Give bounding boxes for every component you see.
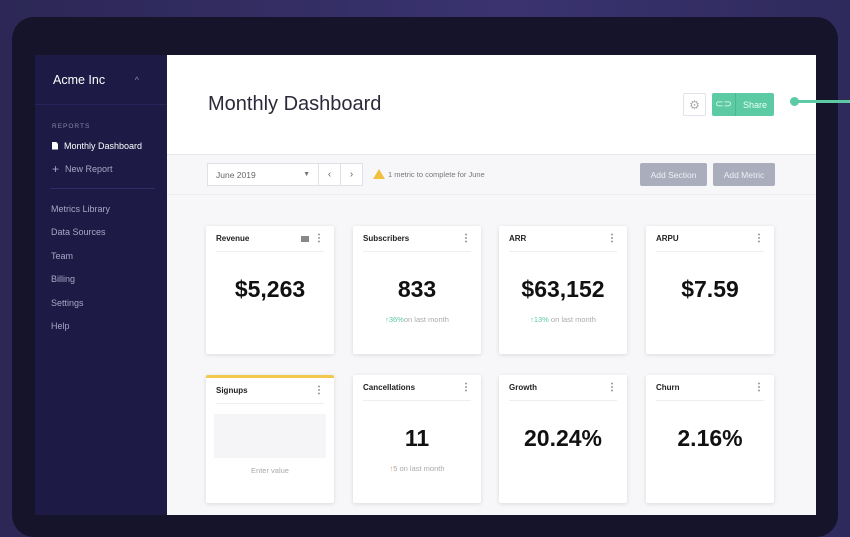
more-vertical-icon[interactable]: ⋮ [314, 385, 324, 396]
document-icon [52, 141, 58, 150]
card-title: Revenue [216, 234, 250, 243]
metric-value: 11 [404, 425, 430, 451]
sidebar-item-team[interactable]: Team [51, 250, 74, 261]
month-value: June 2019 [216, 169, 256, 180]
sidebar: Acme Inc ^ REPORTS Monthly Dashboard + New… [35, 55, 167, 515]
warning-icon [373, 169, 385, 179]
comment-icon[interactable] [301, 235, 309, 242]
completion-warning: 1 metric to complete for June [373, 169, 485, 179]
more-vertical-icon[interactable]: ⋮ [461, 382, 471, 393]
callout-connector-line [792, 100, 850, 103]
arrow-up-icon: ↑ [385, 315, 389, 324]
metric-value: 2.16% [677, 425, 743, 451]
chevron-up-icon: ^ [134, 74, 139, 85]
value-input[interactable] [214, 414, 326, 458]
value-placeholder: Enter value [251, 466, 289, 475]
org-name: Acme Inc [53, 72, 106, 87]
card-title: ARR [509, 234, 527, 243]
metric-value: 20.24% [523, 425, 602, 451]
card-title: Churn [656, 383, 680, 392]
gear-icon: ⚙ [689, 97, 700, 112]
sidebar-item-metrics-library[interactable]: Metrics Library [51, 203, 111, 214]
callout-dot [790, 97, 799, 106]
change-text: on last month [548, 315, 596, 324]
metric-card-growth[interactable]: Growth ⋮ 20.24% [499, 375, 627, 503]
app-screen: Acme Inc ^ REPORTS Monthly Dashboard + New… [35, 55, 816, 515]
metric-change: ↑13% on last month [499, 315, 627, 324]
page-header: Monthly Dashboard ⚙ ⊂⊃ Share [167, 55, 816, 155]
card-title: ARPU [656, 234, 679, 243]
new-report-button[interactable]: + New Report [52, 157, 167, 180]
metric-value: $5,263 [234, 276, 306, 302]
metric-card-signups[interactable]: Signups ⋮ Enter value [206, 375, 334, 503]
org-switcher[interactable]: Acme Inc ^ [35, 55, 167, 105]
metric-value: 833 [397, 276, 437, 302]
month-select[interactable]: June 2019 ▼ [207, 163, 319, 186]
card-title: Growth [509, 383, 537, 392]
add-section-button[interactable]: Add Section [640, 163, 707, 186]
change-text: on last month [397, 464, 445, 473]
change-value: 36% [388, 315, 404, 324]
sidebar-item-settings[interactable]: Settings [51, 297, 84, 308]
metric-change: ↑36%on last month [353, 315, 481, 324]
metric-value: $63,152 [521, 276, 605, 302]
share-label: Share [742, 99, 768, 110]
arrow-up-icon: ↑ [389, 464, 394, 473]
card-title: Cancellations [363, 383, 416, 392]
sidebar-item-billing[interactable]: Billing [51, 274, 76, 285]
toolbar: June 2019 ▼ ‹ › 1 metric to complete for … [167, 155, 816, 195]
metric-card-churn[interactable]: Churn ⋮ 2.16% [646, 375, 774, 503]
plus-icon: + [52, 161, 60, 176]
share-button[interactable]: ⊂⊃ Share [712, 93, 774, 116]
next-month-button[interactable]: › [340, 163, 363, 186]
divider [50, 188, 155, 189]
sidebar-item-data-sources[interactable]: Data Sources [51, 227, 106, 238]
arrow-up-icon: ↑ [530, 315, 534, 324]
link-icon: ⊂⊃ [712, 93, 736, 116]
chevron-right-icon: › [349, 169, 354, 180]
metric-card-arpu[interactable]: ARPU ⋮ $7.59 [646, 226, 774, 354]
more-vertical-icon[interactable]: ⋮ [607, 233, 617, 244]
reports-section-label: REPORTS [52, 123, 91, 130]
more-vertical-icon[interactable]: ⋮ [607, 382, 617, 393]
change-text: on last month [403, 315, 449, 324]
more-vertical-icon[interactable]: ⋮ [754, 233, 764, 244]
metric-value: $7.59 [681, 276, 739, 302]
card-title: Subscribers [363, 234, 410, 243]
more-vertical-icon[interactable]: ⋮ [754, 382, 764, 393]
caret-down-icon: ▼ [303, 171, 310, 178]
chevron-left-icon: ‹ [327, 169, 332, 180]
settings-button[interactable]: ⚙ [683, 93, 706, 116]
sidebar-item-help[interactable]: Help [51, 321, 70, 332]
change-value: 5 [393, 464, 398, 473]
metric-card-subscribers[interactable]: Subscribers ⋮ 833 ↑36%on last month [353, 226, 481, 354]
metric-card-revenue[interactable]: Revenue ⋮ $5,263 [206, 226, 334, 354]
change-value: 13% [533, 315, 549, 324]
sidebar-item-label: New Report [65, 163, 113, 174]
more-vertical-icon[interactable]: ⋮ [461, 233, 471, 244]
add-metric-button[interactable]: Add Metric [713, 163, 775, 186]
prev-month-button[interactable]: ‹ [318, 163, 341, 186]
more-vertical-icon[interactable]: ⋮ [314, 233, 324, 244]
warning-text: 1 metric to complete for June [388, 169, 485, 179]
card-title: Signups [216, 386, 248, 395]
sidebar-item-label: Monthly Dashboard [64, 140, 143, 151]
metric-card-arr[interactable]: ARR ⋮ $63,152 ↑13% on last month [499, 226, 627, 354]
sidebar-item-monthly-dashboard[interactable]: Monthly Dashboard [52, 134, 167, 157]
metric-card-cancellations[interactable]: Cancellations ⋮ 11 ↑5 on last month [353, 375, 481, 503]
metric-change: ↑5 on last month [353, 464, 481, 473]
page-title: Monthly Dashboard [208, 93, 382, 115]
